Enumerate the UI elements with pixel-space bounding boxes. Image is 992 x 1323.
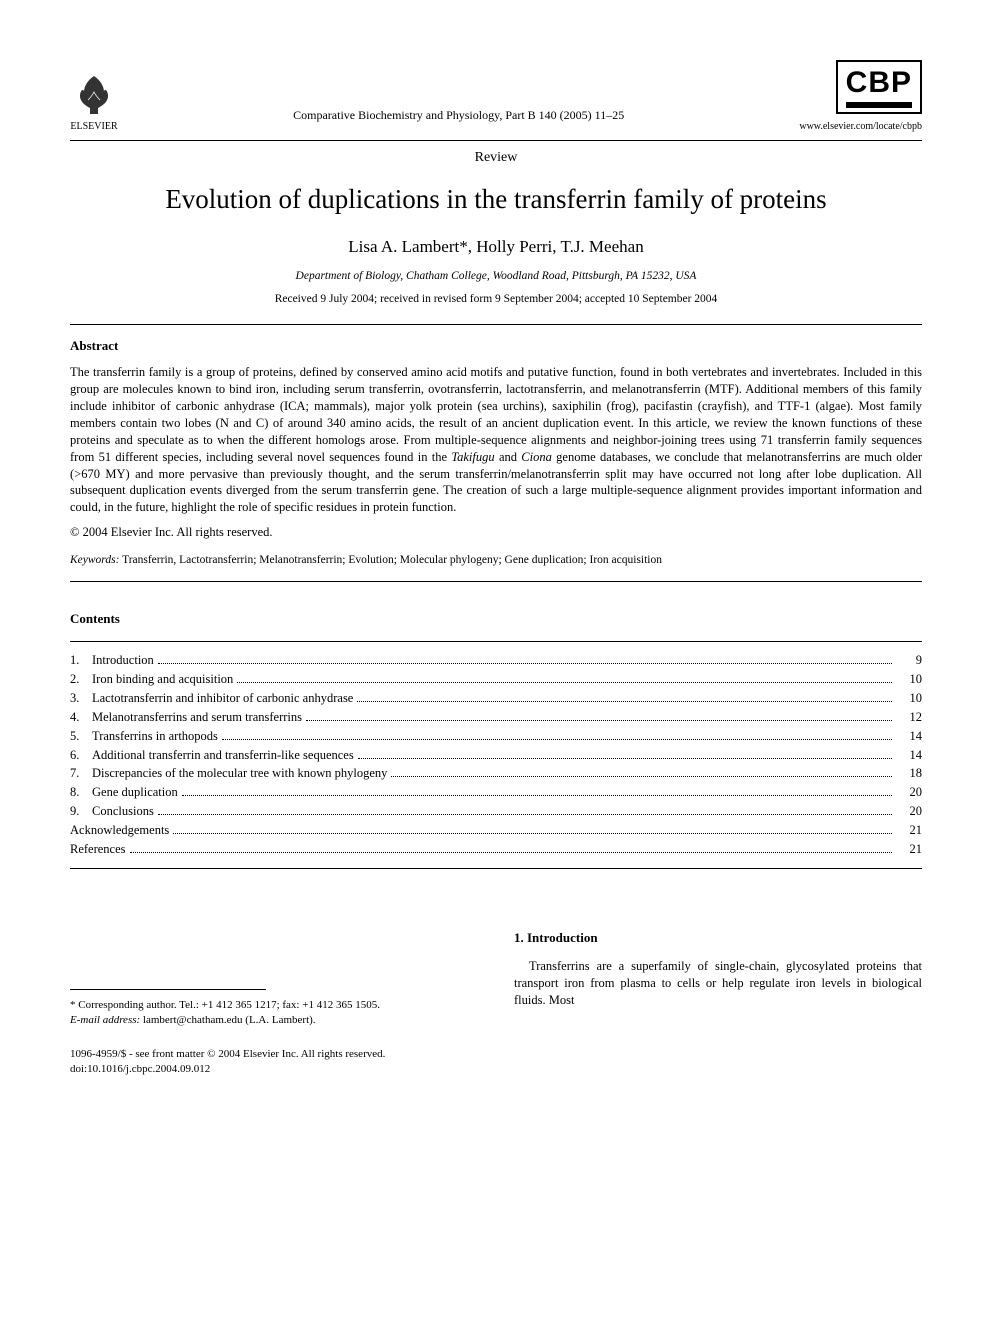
toc-title: Transferrins in arthopods bbox=[92, 728, 218, 745]
toc-row: Acknowledgements 21 bbox=[70, 822, 922, 839]
toc-page: 10 bbox=[896, 671, 922, 688]
toc-page: 20 bbox=[896, 803, 922, 820]
toc-title: Melanotransferrins and serum transferrin… bbox=[92, 709, 302, 726]
toc-page: 14 bbox=[896, 747, 922, 764]
toc-row: 7.Discrepancies of the molecular tree wi… bbox=[70, 765, 922, 782]
keywords-bottom-rule bbox=[70, 581, 922, 582]
toc-row: 8.Gene duplication 20 bbox=[70, 784, 922, 801]
bottom-metadata: 1096-4959/$ - see front matter © 2004 El… bbox=[70, 1047, 922, 1078]
toc-page: 12 bbox=[896, 709, 922, 726]
toc-title: References bbox=[70, 841, 126, 858]
toc-title: Acknowledgements bbox=[70, 822, 169, 839]
toc-number: 1. bbox=[70, 652, 92, 669]
right-column: 1. Introduction Transferrins are a super… bbox=[514, 929, 922, 1029]
toc-title: Introduction bbox=[92, 652, 154, 669]
header-row: ELSEVIER Comparative Biochemistry and Ph… bbox=[70, 60, 922, 134]
toc-leader-dots bbox=[158, 663, 892, 664]
toc-title: Iron binding and acquisition bbox=[92, 671, 233, 688]
cbp-logo-text: CBP bbox=[846, 66, 912, 99]
toc-row: 3.Lactotransferrin and inhibitor of carb… bbox=[70, 690, 922, 707]
toc-number: 5. bbox=[70, 728, 92, 745]
toc-leader-dots bbox=[391, 776, 892, 777]
toc-leader-dots bbox=[237, 682, 892, 683]
email-value: lambert@chatham.edu (L.A. Lambert). bbox=[140, 1014, 315, 1026]
toc-page: 14 bbox=[896, 728, 922, 745]
publisher-logo: ELSEVIER bbox=[70, 70, 118, 134]
publisher-name: ELSEVIER bbox=[70, 120, 117, 134]
toc-page: 18 bbox=[896, 765, 922, 782]
issn-line: 1096-4959/$ - see front matter © 2004 El… bbox=[70, 1047, 922, 1062]
toc-row: 1.Introduction 9 bbox=[70, 652, 922, 669]
toc-leader-dots bbox=[306, 720, 892, 721]
toc-page: 21 bbox=[896, 841, 922, 858]
article-title: Evolution of duplications in the transfe… bbox=[70, 181, 922, 217]
header-rule bbox=[70, 140, 922, 141]
article-type: Review bbox=[70, 149, 922, 168]
toc-title: Conclusions bbox=[92, 803, 154, 820]
toc-leader-dots bbox=[158, 814, 892, 815]
abstract-text-mid1: and bbox=[495, 450, 522, 464]
toc-leader-dots bbox=[182, 795, 892, 796]
contents-top-rule bbox=[70, 641, 922, 642]
toc-page: 9 bbox=[896, 652, 922, 669]
elsevier-tree-icon bbox=[70, 70, 118, 118]
left-column: * Corresponding author. Tel.: +1 412 365… bbox=[70, 929, 478, 1029]
contents-heading: Contents bbox=[70, 610, 922, 628]
article-history: Received 9 July 2004; received in revise… bbox=[70, 292, 922, 308]
toc-number: 3. bbox=[70, 690, 92, 707]
lower-two-column: * Corresponding author. Tel.: +1 412 365… bbox=[70, 929, 922, 1029]
toc-leader-dots bbox=[222, 739, 892, 740]
abstract-ital-1: Takifugu bbox=[451, 450, 494, 464]
toc-number: 9. bbox=[70, 803, 92, 820]
abstract-ital-2: Ciona bbox=[521, 450, 552, 464]
corresponding-footnote: * Corresponding author. Tel.: +1 412 365… bbox=[70, 998, 478, 1029]
toc-number: 8. bbox=[70, 784, 92, 801]
doi-line: doi:10.1016/j.cbpc.2004.09.012 bbox=[70, 1062, 922, 1077]
abstract-heading: Abstract bbox=[70, 337, 922, 355]
introduction-body: Transferrins are a superfamily of single… bbox=[514, 958, 922, 1009]
toc-page: 10 bbox=[896, 690, 922, 707]
toc-page: 20 bbox=[896, 784, 922, 801]
article-affiliation: Department of Biology, Chatham College, … bbox=[70, 269, 922, 285]
footnote-rule bbox=[70, 989, 266, 990]
toc-title: Additional transferrin and transferrin-l… bbox=[92, 747, 354, 764]
toc-row: 9.Conclusions 20 bbox=[70, 803, 922, 820]
toc-row: 6.Additional transferrin and transferrin… bbox=[70, 747, 922, 764]
toc-row: 4.Melanotransferrins and serum transferr… bbox=[70, 709, 922, 726]
contents-bottom-rule bbox=[70, 868, 922, 869]
toc-row: 5.Transferrins in arthopods 14 bbox=[70, 728, 922, 745]
journal-reference: Comparative Biochemistry and Physiology,… bbox=[118, 107, 799, 133]
keywords-line: Keywords: Transferrin, Lactotransferrin;… bbox=[70, 553, 922, 569]
journal-brand-block: CBP www.elsevier.com/locate/cbpb bbox=[799, 60, 922, 134]
table-of-contents: 1.Introduction 9 2.Iron binding and acquis… bbox=[70, 652, 922, 858]
toc-number: 2. bbox=[70, 671, 92, 688]
corresponding-line: * Corresponding author. Tel.: +1 412 365… bbox=[70, 998, 478, 1013]
article-authors: Lisa A. Lambert*, Holly Perri, T.J. Meeh… bbox=[70, 236, 922, 259]
keywords-label: Keywords: bbox=[70, 554, 119, 566]
toc-leader-dots bbox=[173, 833, 892, 834]
toc-leader-dots bbox=[130, 852, 892, 853]
toc-title: Discrepancies of the molecular tree with… bbox=[92, 765, 387, 782]
keywords-value: Transferrin, Lactotransferrin; Melanotra… bbox=[119, 554, 662, 566]
toc-number: 7. bbox=[70, 765, 92, 782]
toc-title: Lactotransferrin and inhibitor of carbon… bbox=[92, 690, 353, 707]
introduction-heading: 1. Introduction bbox=[514, 929, 922, 947]
cbp-logo-bar bbox=[846, 102, 912, 108]
abstract-body: The transferrin family is a group of pro… bbox=[70, 364, 922, 516]
abstract-top-rule bbox=[70, 324, 922, 325]
email-label: E-mail address: bbox=[70, 1014, 140, 1026]
toc-number: 4. bbox=[70, 709, 92, 726]
toc-row: 2.Iron binding and acquisition 10 bbox=[70, 671, 922, 688]
abstract-copyright: © 2004 Elsevier Inc. All rights reserved… bbox=[70, 524, 922, 541]
cbp-logo: CBP bbox=[836, 60, 922, 114]
toc-number: 6. bbox=[70, 747, 92, 764]
toc-page: 21 bbox=[896, 822, 922, 839]
journal-url: www.elsevier.com/locate/cbpb bbox=[799, 120, 922, 134]
toc-title: Gene duplication bbox=[92, 784, 178, 801]
toc-row: References 21 bbox=[70, 841, 922, 858]
toc-leader-dots bbox=[358, 758, 892, 759]
toc-leader-dots bbox=[357, 701, 892, 702]
